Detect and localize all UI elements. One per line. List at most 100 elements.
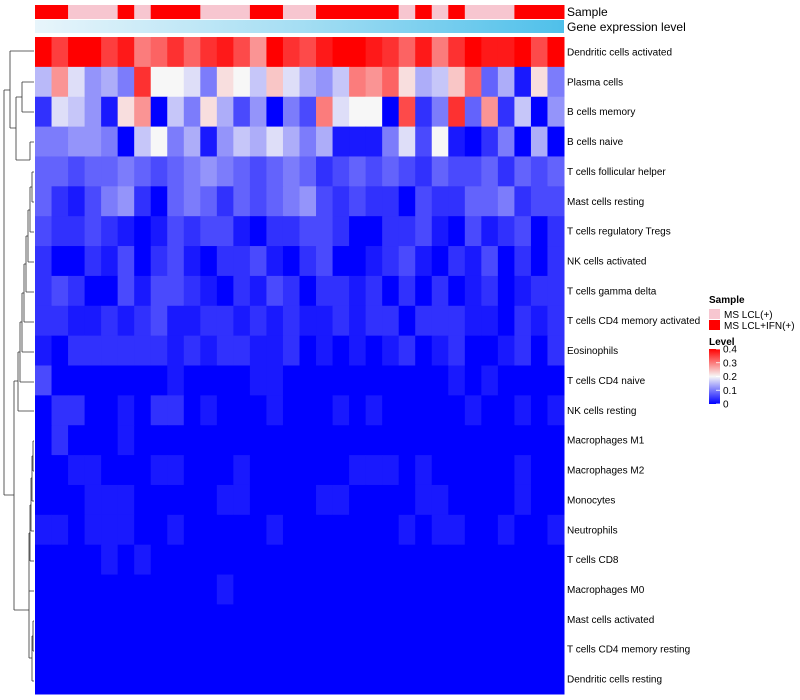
heatmap-cell bbox=[183, 335, 201, 366]
heatmap-cell bbox=[216, 305, 234, 337]
heatmap-cell bbox=[68, 126, 86, 157]
heatmap-cell bbox=[431, 664, 449, 695]
heatmap-cell bbox=[316, 156, 334, 187]
heatmap-cell bbox=[249, 275, 267, 307]
heatmap-cell bbox=[84, 574, 102, 605]
heatmap-cell bbox=[415, 335, 433, 366]
heatmap-cell bbox=[530, 156, 548, 187]
heatmap-cell bbox=[266, 484, 284, 516]
row-label: T cells CD8 bbox=[567, 555, 619, 566]
sample-annotation-cell bbox=[481, 5, 499, 19]
heatmap-cell bbox=[68, 455, 86, 486]
heatmap-cell bbox=[365, 484, 383, 516]
heatmap-cell bbox=[167, 246, 185, 277]
heatmap-cell bbox=[349, 395, 367, 426]
heatmap-cell bbox=[481, 186, 499, 217]
heatmap-cell bbox=[349, 186, 367, 217]
heatmap-cell bbox=[365, 186, 383, 217]
heatmap-cell bbox=[183, 544, 201, 576]
heatmap-cell bbox=[464, 425, 482, 456]
heatmap-cell bbox=[266, 395, 284, 426]
heatmap-cell bbox=[398, 664, 416, 695]
heatmap-cell bbox=[101, 365, 119, 396]
row-label: Neutrophils bbox=[567, 525, 618, 536]
heatmap-cell bbox=[150, 634, 168, 665]
sample-annotation-cell bbox=[530, 5, 548, 19]
heatmap-cell bbox=[84, 186, 102, 217]
heatmap-cell bbox=[530, 305, 548, 337]
heatmap-cell bbox=[150, 186, 168, 217]
heatmap-cell bbox=[481, 275, 499, 307]
sample-annotation-cell bbox=[84, 5, 102, 19]
heatmap-cell bbox=[150, 484, 168, 516]
heatmap-cell bbox=[514, 37, 532, 68]
heatmap-cell bbox=[233, 395, 251, 426]
heatmap-cell bbox=[431, 37, 449, 68]
row-label: Eosinophils bbox=[567, 346, 618, 357]
heatmap-cell bbox=[167, 126, 185, 157]
heatmap-cell bbox=[84, 335, 102, 366]
heatmap-cell bbox=[35, 156, 53, 187]
row-dendrogram bbox=[3, 50, 34, 682]
heatmap-cell bbox=[382, 275, 400, 307]
heatmap-cell bbox=[316, 514, 334, 546]
heatmap-cell bbox=[514, 544, 532, 576]
heatmap-cell bbox=[167, 634, 185, 665]
legend-level-title: Level bbox=[709, 337, 735, 348]
heatmap-cell bbox=[150, 425, 168, 456]
heatmap-cell bbox=[464, 365, 482, 396]
heatmap-cell bbox=[249, 305, 267, 337]
heatmap-cell bbox=[398, 544, 416, 576]
sample-annotation-cell bbox=[282, 5, 300, 19]
sample-annotation-cell bbox=[332, 5, 350, 19]
heatmap-cell bbox=[101, 186, 119, 217]
heatmap-cell bbox=[101, 514, 119, 546]
heatmap-cell bbox=[200, 96, 218, 128]
heatmap-cell bbox=[150, 156, 168, 187]
heatmap-cell bbox=[233, 335, 251, 366]
sample-annotation-cell bbox=[349, 5, 367, 19]
heatmap-cell bbox=[35, 604, 53, 635]
heatmap-cell bbox=[200, 216, 218, 247]
legend-sample-label-1: MS LCL+IFN(+) bbox=[724, 321, 795, 332]
heatmap-cell bbox=[51, 574, 69, 605]
heatmap-cell bbox=[464, 455, 482, 486]
heatmap-cell bbox=[299, 186, 317, 217]
heatmap-cell bbox=[51, 544, 69, 576]
legend-sample-label-0: MS LCL(+) bbox=[724, 310, 773, 321]
heatmap-cell bbox=[365, 514, 383, 546]
sample-annotation-cell bbox=[200, 5, 218, 19]
heatmap-cell bbox=[266, 455, 284, 486]
heatmap-cell bbox=[415, 634, 433, 665]
heatmap-cell bbox=[547, 335, 565, 366]
heatmap-cell bbox=[398, 275, 416, 307]
heatmap-cell bbox=[398, 186, 416, 217]
legend-sample-swatch-0 bbox=[709, 309, 720, 319]
heatmap-cell bbox=[530, 275, 548, 307]
heatmap-cell bbox=[382, 37, 400, 68]
heatmap-cell bbox=[150, 544, 168, 576]
sample-annotation-cell bbox=[150, 5, 168, 19]
heatmap-cell bbox=[431, 484, 449, 516]
heatmap-cell bbox=[216, 335, 234, 366]
heatmap-cell bbox=[68, 574, 86, 605]
heatmap-cell bbox=[183, 574, 201, 605]
heatmap-cell bbox=[282, 544, 300, 576]
heatmap-cell bbox=[167, 544, 185, 576]
heatmap-cell bbox=[150, 574, 168, 605]
heatmap-cell bbox=[497, 455, 515, 486]
heatmap-cell bbox=[167, 275, 185, 307]
heatmap-cell bbox=[266, 514, 284, 546]
heatmap-cell bbox=[68, 395, 86, 426]
heatmap-cell bbox=[398, 395, 416, 426]
heatmap-cell bbox=[101, 126, 119, 157]
heatmap-cell bbox=[117, 186, 135, 217]
heatmap-cell bbox=[514, 395, 532, 426]
heatmap-cell bbox=[547, 96, 565, 128]
heatmap-cell bbox=[382, 66, 400, 98]
sample-annotation-cell bbox=[216, 5, 234, 19]
heatmap-cell bbox=[183, 96, 201, 128]
heatmap-cell bbox=[233, 246, 251, 277]
heatmap-cell bbox=[464, 275, 482, 307]
heatmap-cell bbox=[382, 365, 400, 396]
